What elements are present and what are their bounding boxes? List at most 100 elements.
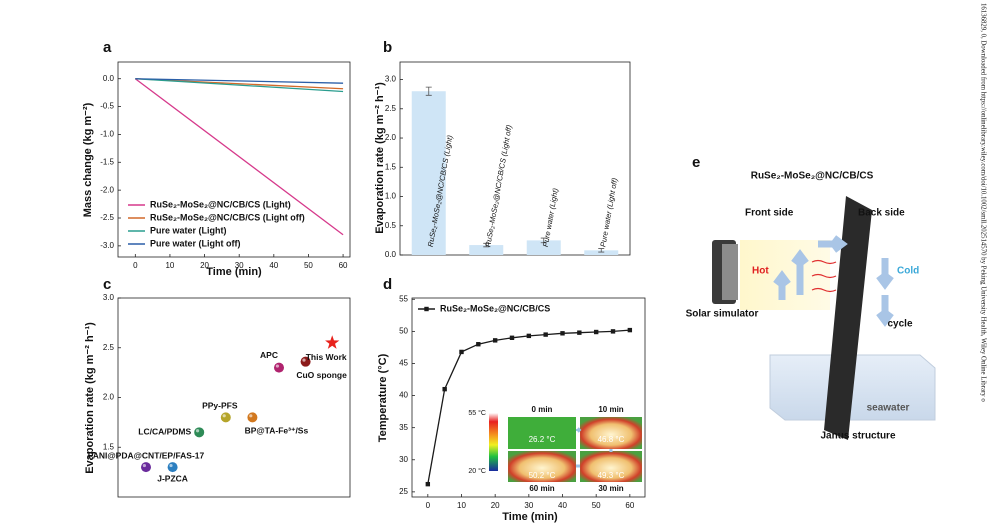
diagram: e RuSe₂-MoSe₂@NC/CB/CS Front side Back s… [686,154,936,442]
point-highlight [196,429,200,433]
y-tick-label: 0.5 [385,221,397,230]
x-tick-label: 60 [339,261,348,270]
point [526,333,532,339]
x-tick-label: 50 [304,261,313,270]
x-tick-label: 40 [558,501,567,510]
x-tick-label: 30 [524,501,533,510]
x-axis-label: Time (min) [206,266,262,278]
panel-label: b [383,39,392,56]
inset-temp: 50.2 °C [529,471,556,480]
y-tick-label: 40 [399,391,408,400]
point-highlight [142,463,146,468]
point [274,362,284,373]
inset-temp: 49.3 °C [598,471,625,480]
y-tick-label: 3.0 [385,75,397,84]
plot-frame [117,297,351,498]
point [425,481,431,487]
x-tick-label: 0 [133,261,138,270]
bar [411,91,446,255]
inset-temp: 46.8 °C [598,435,625,444]
series-line [135,78,344,84]
thermal-image [508,451,576,482]
y-tick-label: -1.0 [100,130,114,139]
color-bar-max: 55 °C [468,409,486,417]
lamp-face [722,244,738,300]
point-highlight [249,414,253,418]
y-tick-label: 2.0 [385,133,397,142]
point [194,427,205,438]
x-tick-label: 40 [269,261,278,270]
inset-time: 10 min [598,405,623,414]
back-label: Back side [858,208,905,219]
y-tick-label: -2.0 [100,185,114,194]
y-tick-label: 35 [399,423,408,432]
point-highlight [222,414,226,418]
point [141,462,151,473]
panel-label: e [692,154,700,171]
point [610,329,616,334]
vapor-arrow [773,249,809,300]
legend-label: RuSe₂-MoSe₂@NC/CB/CS (Light) [150,199,291,209]
y-tick-label: 2.0 [103,393,115,402]
thermal-image [580,417,642,449]
bar-label: Pure water (Light off) [598,177,619,248]
hot-label: Hot [752,266,769,277]
material-title: RuSe₂-MoSe₂@NC/CB/CS [751,171,874,182]
point-label: J-PZCA [157,473,188,483]
x-tick-label: 20 [200,261,209,270]
y-tick-label: 50 [399,326,408,335]
point-highlight [169,463,173,468]
x-tick-label: 50 [592,501,601,510]
point [593,329,599,335]
x-tick-label: 0 [426,501,431,510]
seawater-label: seawater [867,403,910,414]
y-tick-label: -0.5 [100,102,114,111]
color-bar [489,413,498,471]
inset-time: 0 min [532,405,553,414]
x-tick-label: 20 [491,501,500,510]
point [476,342,481,347]
y-tick-label: 0.0 [103,74,115,83]
y-tick-label: 55 [399,294,408,303]
point-label: BP@TA-Fe³⁺/Ss [245,426,309,436]
legend-label: Pure water (Light) [150,225,227,235]
point [577,330,582,335]
y-axis-label: Mass change (kg m⁻²) [82,102,94,217]
y-axis-label: Evaporation rate (kg m⁻² h⁻¹) [374,82,386,234]
point [543,332,548,337]
source-label: Solar simulator [686,309,759,320]
x-tick-label: 30 [235,261,244,270]
structure-label: Janus structure [820,431,895,442]
legend-marker [424,306,429,312]
y-tick-label: 25 [399,487,408,496]
y-tick-label: 1.5 [385,162,397,171]
y-tick-label: -3.0 [100,241,114,250]
point-label: APC [260,350,278,360]
y-tick-label: 3.0 [103,293,115,302]
bar-label: Pure water (Light) [541,187,560,248]
series-line [135,78,344,93]
x-tick-label: 60 [625,501,634,510]
x-tick-label: 10 [457,501,466,510]
point [560,331,565,336]
x-axis-label: Time (min) [502,511,558,523]
point-label: This Work [306,352,347,362]
error-bar [425,86,432,96]
side-note: 16136829, 0, Downloaded from https://onl… [979,3,986,402]
y-tick-label: 30 [399,455,408,464]
legend-label: RuSe₂-MoSe₂@NC/CB/CS (Light off) [150,212,305,222]
plot-frame [399,61,631,256]
inset-time: 30 min [598,484,623,493]
star-point [325,335,340,349]
y-tick-label: 2.5 [103,343,115,352]
y-tick-label: 1.5 [103,442,115,451]
panel-label: a [103,39,112,56]
color-bar-min: 20 °C [468,467,486,475]
point [509,335,515,340]
point [442,386,447,392]
y-tick-label: -2.5 [100,213,114,222]
point-label: PPy-PFS [202,401,238,411]
y-tick-label: 45 [399,359,408,368]
heat-wave [811,259,837,293]
